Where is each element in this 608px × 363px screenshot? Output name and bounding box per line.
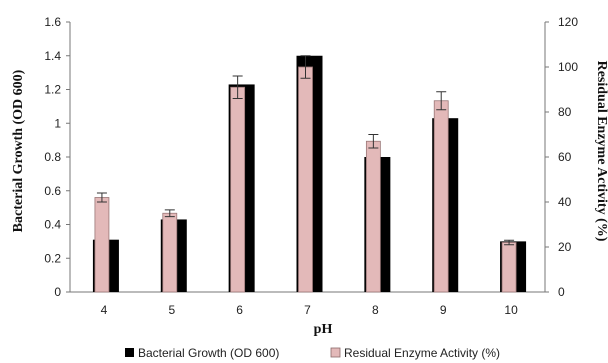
right-tick-label: 60: [558, 150, 572, 164]
left-tick-label: 0: [54, 285, 61, 299]
left-tick-label: 0.4: [44, 218, 61, 232]
bars: [92, 55, 527, 293]
left-tick-label: 1: [54, 116, 61, 130]
right-tick-label: 0: [558, 285, 565, 299]
bar-residual-enzyme-ph-8: [365, 140, 381, 293]
left-tick-label: 0.2: [44, 251, 61, 265]
x-tick-label: 4: [101, 303, 108, 317]
bar-residual-enzyme-ph-10: [501, 242, 517, 293]
x-axis-title: pH: [314, 322, 333, 337]
x-tick-label: 9: [440, 303, 447, 317]
bar-residual-enzyme-ph-6: [230, 86, 246, 293]
x-tick-label: 7: [304, 303, 311, 317]
legend-swatch-residual-enzyme-activity: [330, 347, 341, 358]
left-axis-ticks: 0 0.2 0.4 0.6 0.8 1 1.2 1.4 1.6: [44, 15, 70, 299]
x-tick-label: 10: [504, 303, 518, 317]
x-axis-ticks: 4 5 6 7 8 9 10: [101, 303, 518, 317]
right-tick-label: 100: [558, 60, 578, 74]
right-tick-label: 80: [558, 105, 572, 119]
x-tick-label: 6: [236, 303, 243, 317]
bar-residual-enzyme-ph-4: [94, 197, 110, 293]
right-tick-label: 20: [558, 240, 572, 254]
legend-label-bacterial-growth: Bacterial Growth (OD 600): [138, 346, 279, 360]
left-tick-label: 0.6: [44, 184, 61, 198]
left-tick-label: 1.2: [44, 83, 61, 97]
right-axis-title: Residual Enzyme Activity (%): [594, 61, 608, 242]
bar-residual-enzyme-ph-7: [298, 66, 313, 293]
left-axis-title: Bacterial Growth (OD 600): [11, 69, 26, 232]
x-tick-label: 5: [168, 303, 175, 317]
right-axis-ticks: 0 20 40 60 80 100 120: [545, 15, 578, 299]
left-tick-label: 0.8: [44, 150, 61, 164]
legend-label-residual-enzyme-activity: Residual Enzyme Activity (%): [344, 346, 500, 360]
right-tick-label: 40: [558, 195, 572, 209]
left-tick-label: 1.6: [44, 15, 61, 29]
bar-residual-enzyme-ph-5: [162, 212, 178, 293]
x-tick-label: 8: [372, 303, 379, 317]
legend-swatch-bacterial-growth: [125, 348, 134, 357]
bar-residual-enzyme-ph-9: [433, 100, 449, 293]
right-tick-label: 120: [558, 15, 578, 29]
legend: Bacterial Growth (OD 600) Residual Enzym…: [125, 346, 500, 360]
left-tick-label: 1.4: [44, 49, 61, 63]
